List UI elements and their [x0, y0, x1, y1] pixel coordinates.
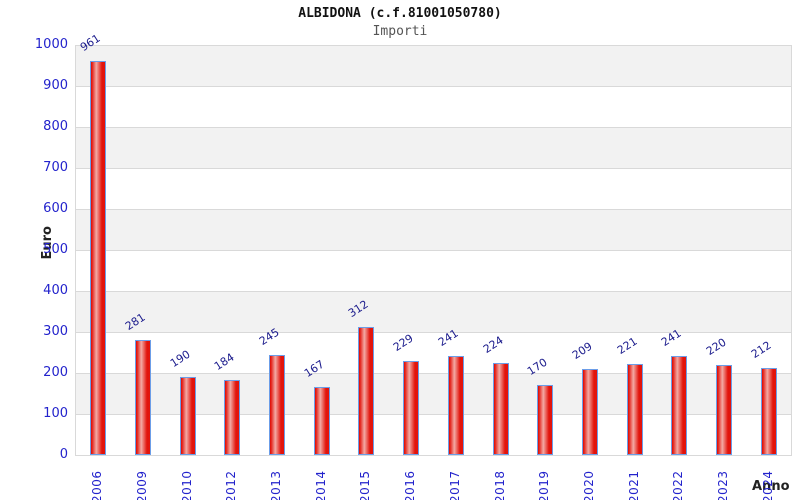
bar — [90, 61, 107, 455]
y-tick-label: 0 — [59, 447, 68, 462]
x-tick-label: 2006 — [90, 470, 105, 500]
y-tick-label: 1000 — [34, 37, 68, 52]
x-tick-label: 2016 — [403, 470, 418, 500]
x-tick-label: 2019 — [537, 470, 552, 500]
y-tick-label: 500 — [43, 242, 68, 257]
bar — [760, 368, 777, 455]
plot-area: 961 281 190 184 245 167 312 229 241 224 170 209 221 2… — [75, 32, 792, 456]
x-tick-label: 2014 — [313, 470, 328, 500]
grid-band — [76, 168, 791, 209]
bar — [671, 356, 688, 455]
chart-subtitle: Importi — [372, 24, 428, 39]
x-tick-label: 2009 — [135, 470, 150, 500]
x-axis-title: Anno — [752, 479, 790, 494]
x-tick-label: 2022 — [671, 470, 686, 500]
bar — [224, 379, 241, 455]
bar — [179, 377, 196, 455]
x-tick-label: 2012 — [224, 470, 239, 500]
grid-band — [76, 291, 791, 332]
y-tick-label: 900 — [43, 78, 68, 93]
y-tick-label: 400 — [43, 283, 68, 298]
bar — [715, 364, 732, 455]
bar — [135, 339, 152, 455]
y-tick-label: 300 — [43, 324, 68, 339]
x-tick-label: 2020 — [581, 470, 596, 500]
bar — [313, 386, 330, 455]
grid-band — [76, 250, 791, 291]
bar — [537, 385, 554, 455]
x-tick-label: 2024 — [760, 470, 775, 500]
x-tick-label: 2017 — [447, 470, 462, 500]
chart-title: ALBIDONA (c.f.81001050780) — [298, 6, 502, 21]
bar — [447, 356, 464, 455]
grid-band — [76, 332, 791, 373]
y-tick-label: 200 — [43, 365, 68, 380]
grid-band — [76, 45, 791, 86]
bar — [269, 354, 286, 455]
grid-band — [76, 209, 791, 250]
bar — [358, 327, 375, 455]
y-tick-label: 100 — [43, 406, 68, 421]
bar — [492, 363, 509, 455]
x-tick-label: 2013 — [269, 470, 284, 500]
bar — [581, 369, 598, 455]
x-tick-label: 2023 — [715, 470, 730, 500]
x-tick-label: 2010 — [179, 470, 194, 500]
y-tick-label: 800 — [43, 119, 68, 134]
y-tick-label: 600 — [43, 201, 68, 216]
x-tick-label: 2021 — [626, 470, 641, 500]
y-tick-label: 700 — [43, 160, 68, 175]
bar — [403, 361, 420, 455]
x-tick-label: 2015 — [358, 470, 373, 500]
x-tick-label: 2018 — [492, 470, 507, 500]
grid-band — [76, 86, 791, 127]
grid-band — [76, 127, 791, 168]
bar — [626, 364, 643, 455]
